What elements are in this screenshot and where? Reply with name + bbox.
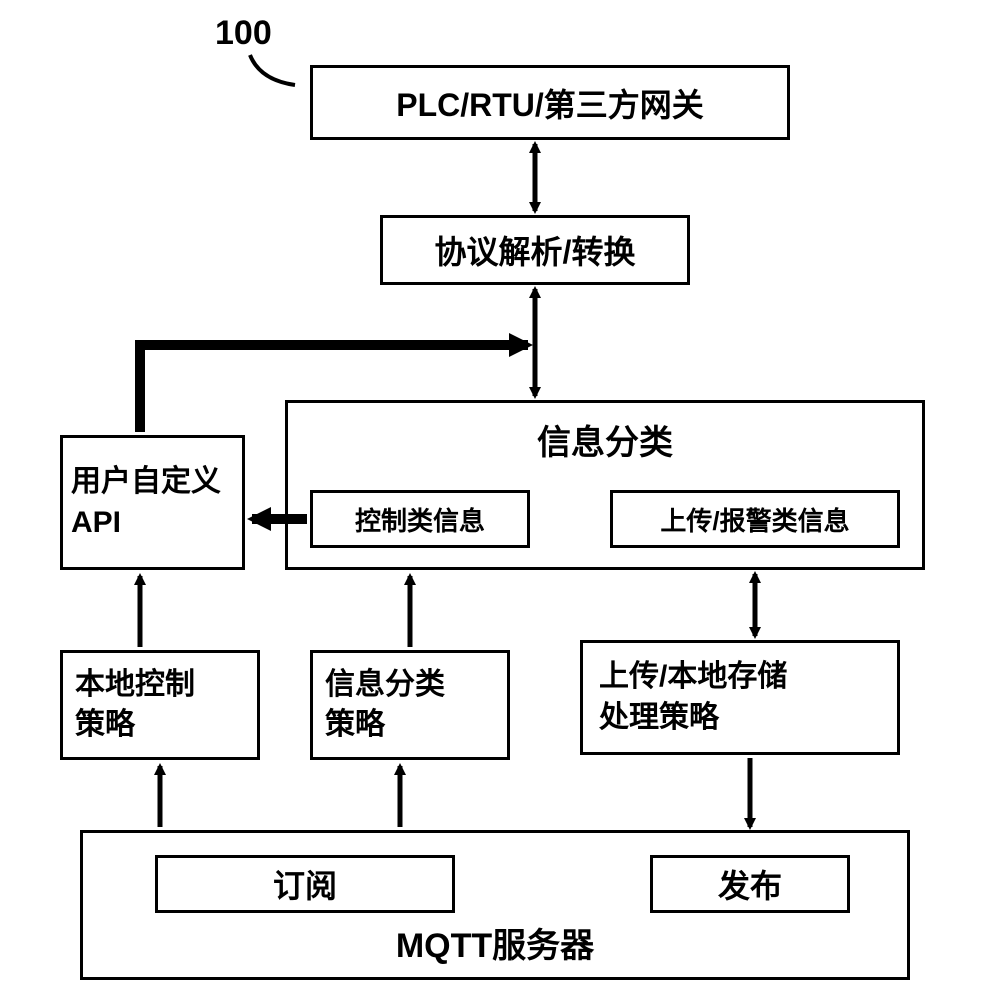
node-subscribe-label: 订阅 [273, 861, 337, 907]
node-plc: PLC/RTU/第三方网关 [310, 65, 790, 140]
node-publish: 发布 [650, 855, 850, 913]
node-infopolicy: 信息分类 策略 [310, 650, 510, 760]
node-api-label: 用户自定义 API [71, 462, 221, 543]
node-info-title: 信息分类 [288, 415, 922, 464]
node-mqtt-title: MQTT服务器 [83, 918, 907, 967]
node-localctrl: 本地控制 策略 [60, 650, 260, 760]
node-uploadpol: 上传/本地存储 处理策略 [580, 640, 900, 755]
node-uploadpol-label: 上传/本地存储 处理策略 [599, 657, 787, 738]
node-subscribe: 订阅 [155, 855, 455, 913]
node-alarminfo-label: 上传/报警类信息 [660, 501, 849, 538]
node-api: 用户自定义 API [60, 435, 245, 570]
node-infopolicy-label: 信息分类 策略 [325, 665, 445, 746]
node-plc-label: PLC/RTU/第三方网关 [396, 80, 704, 126]
node-protocol-label: 协议解析/转换 [435, 227, 636, 273]
ref-label: 100 [215, 14, 272, 53]
node-publish-label: 发布 [718, 861, 782, 907]
node-alarminfo: 上传/报警类信息 [610, 490, 900, 548]
node-localctrl-label: 本地控制 策略 [75, 665, 195, 746]
node-ctrlinfo: 控制类信息 [310, 490, 530, 548]
node-protocol: 协议解析/转换 [380, 215, 690, 285]
node-ctrlinfo-label: 控制类信息 [355, 501, 485, 538]
